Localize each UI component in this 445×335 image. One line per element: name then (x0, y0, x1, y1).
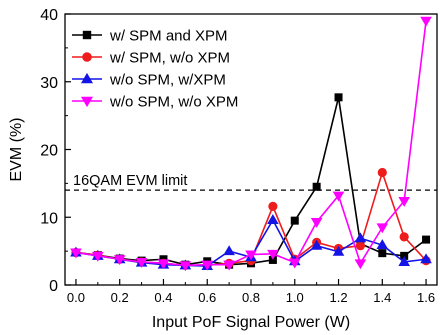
data-point (332, 191, 345, 202)
legend-entry: w/ SPM and XPM (72, 28, 228, 45)
x-tick-label: 1.4 (373, 290, 391, 305)
y-tick-label: 40 (40, 7, 58, 24)
data-point (157, 259, 170, 270)
legend-marker (82, 52, 92, 62)
axis-layer: 0.0 0.2 0.4 0.6 0.8 1.0 1.2 1.4 1.6 0 10 20 30 40 (40, 7, 435, 305)
legend-entry: w/ SPM, w/o XPM (72, 50, 230, 67)
legend-label: w/ SPM, w/o XPM (109, 50, 230, 67)
x-tick-label: 1.0 (286, 290, 304, 305)
x-tick-label: 0.8 (242, 290, 260, 305)
data-point (135, 257, 148, 268)
series-3 (70, 16, 432, 272)
legend-label: w/o SPM, w/XPM (109, 72, 226, 89)
y-tick-label: 20 (40, 143, 58, 160)
legend-marker (82, 30, 92, 40)
legend-label: w/ SPM and XPM (109, 28, 228, 45)
data-point (398, 256, 410, 266)
x-tick-label: 1.6 (417, 290, 435, 305)
data-point (267, 249, 279, 260)
data-point (245, 250, 257, 261)
data-point (179, 261, 192, 272)
series-layer (70, 16, 432, 272)
data-point (290, 216, 299, 225)
legend-entry: w/o SPM, w/o XPM (72, 94, 238, 111)
data-point (420, 253, 432, 264)
y-tick-label: 0 (49, 278, 58, 295)
data-point (312, 182, 321, 191)
data-point (422, 235, 431, 244)
data-point (223, 260, 235, 271)
y-tick-label: 10 (40, 210, 58, 227)
data-point (113, 255, 126, 266)
legend-marker (81, 96, 93, 108)
data-point (398, 196, 410, 207)
x-tick-label: 0.0 (67, 290, 85, 305)
x-tick-label: 0.4 (154, 290, 172, 305)
data-point (70, 248, 82, 259)
data-point (376, 239, 389, 250)
x-tick-label: 0.6 (198, 290, 216, 305)
data-point (377, 167, 387, 178)
data-point (420, 16, 432, 27)
data-point (355, 241, 366, 251)
data-point (354, 259, 367, 270)
data-point (288, 258, 301, 269)
data-point (378, 249, 387, 258)
x-axis-title: Input PoF Signal Power (W) (152, 314, 350, 331)
x-tick-label: 0.2 (111, 290, 129, 305)
data-point (201, 260, 214, 271)
x-tick-label: 1.2 (329, 290, 347, 305)
data-point (267, 214, 279, 224)
data-point (332, 245, 345, 256)
data-point (92, 251, 104, 262)
y-tick-label: 30 (40, 75, 58, 92)
data-point (376, 223, 389, 234)
legend-marker (81, 72, 93, 84)
data-point (268, 201, 278, 212)
data-point (354, 232, 367, 243)
data-point (223, 245, 235, 256)
y-axis-title: EVM (%) (8, 118, 25, 182)
legend: w/ SPM and XPM w/ SPM, w/o XPM w/o SPM, w/… (72, 28, 238, 111)
evm-limit-label: 16QAM EVM limit (73, 173, 187, 189)
legend-label: w/o SPM, w/o XPM (109, 94, 238, 111)
data-point (310, 239, 323, 250)
legend-entry: w/o SPM, w/XPM (72, 72, 226, 89)
data-point (334, 93, 343, 102)
data-point (399, 232, 409, 242)
data-point (310, 217, 323, 228)
